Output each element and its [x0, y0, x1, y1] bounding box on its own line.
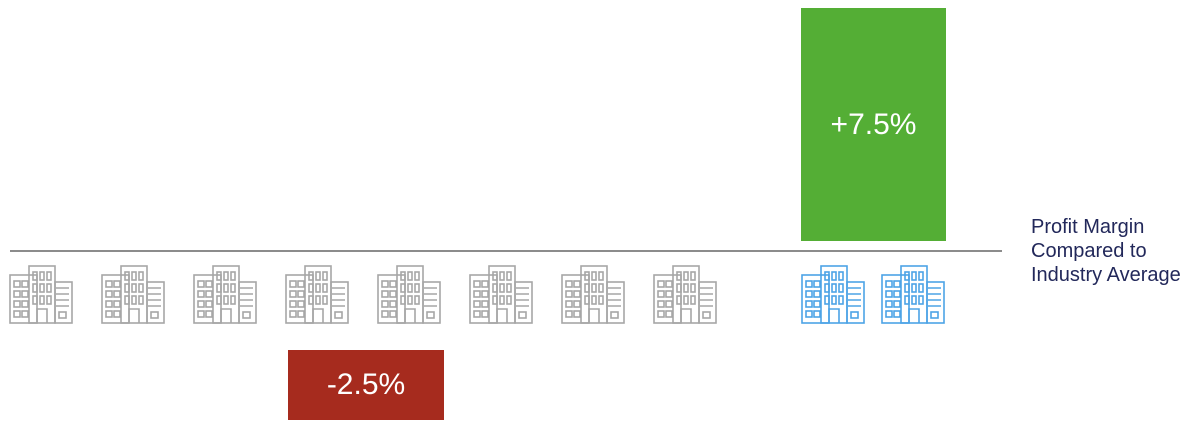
building-icon-highlighted — [801, 263, 865, 325]
industry-average-baseline — [10, 250, 1002, 252]
building-icon — [377, 263, 441, 325]
bar-positive: +7.5% — [801, 8, 946, 241]
legend-label: Profit Margin Compared to Industry Avera… — [1031, 215, 1181, 287]
bar-negative-label: -2.5% — [326, 368, 406, 401]
building-icon — [101, 263, 165, 325]
building-icon — [285, 263, 349, 325]
building-icon — [9, 263, 73, 325]
bar-positive-label: +7.5% — [830, 107, 917, 141]
legend-line: Industry Average — [1031, 264, 1181, 286]
building-icon — [193, 263, 257, 325]
legend-line: Compared to — [1031, 240, 1147, 262]
building-icon-highlighted — [881, 263, 945, 325]
building-icon — [469, 263, 533, 325]
legend-line: Profit Margin — [1031, 216, 1145, 238]
building-icon — [561, 263, 625, 325]
building-icon — [653, 263, 717, 325]
bar-negative: -2.5% — [288, 350, 444, 420]
